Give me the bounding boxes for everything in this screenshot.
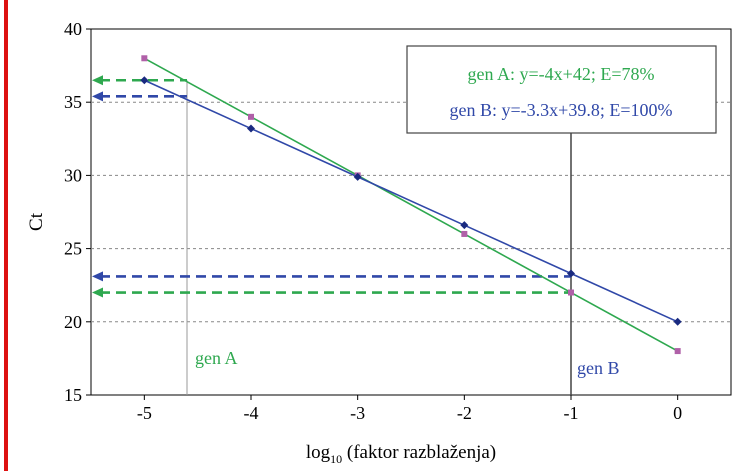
legend-entry-gen-a: gen A: y=-4x+42; E=78% (468, 64, 655, 84)
legend-entry-gen-b: gen B: y=-3.3x+39.8; E=100% (450, 100, 673, 120)
x-axis-title-base: log (306, 442, 331, 463)
y-tick-label: 15 (64, 385, 82, 405)
arrow-head (92, 91, 103, 102)
data-point-gen-b (567, 269, 575, 278)
x-tick-label: -1 (564, 403, 579, 423)
data-point-gen-b (673, 317, 682, 326)
x-axis-title: log10 (faktor razblaženja) (306, 442, 496, 466)
data-point-gen-b (460, 221, 469, 230)
x-tick-label: -5 (137, 403, 152, 423)
x-tick-label: -2 (457, 403, 472, 423)
data-point-gen-b (353, 172, 362, 181)
arrow-head (92, 287, 103, 298)
x-axis-title-subscript: 10 (330, 452, 342, 466)
data-point-gen-a (141, 55, 148, 62)
x-tick-label: 0 (673, 403, 682, 423)
data-point-gen-b (247, 124, 255, 133)
y-tick-label: 25 (64, 239, 82, 259)
legend-box (406, 45, 717, 134)
data-point-gen-a (568, 289, 574, 296)
guide-lines (92, 75, 572, 395)
series-line-gen-a (143, 57, 679, 352)
arrow-head (92, 75, 103, 86)
y-axis-title: Ct (26, 212, 47, 231)
annotation-gen-a: gen A (195, 348, 238, 368)
data-point-gen-b (140, 76, 149, 85)
y-tick-label: 20 (64, 312, 82, 332)
y-tick-label: 30 (64, 165, 82, 185)
x-axis-title-rest: (faktor razblaženja) (342, 442, 496, 463)
data-point-gen-a (674, 348, 681, 355)
data-point-gen-a (461, 230, 468, 237)
legend: gen A: y=-4x+42; E=78% gen B: y=-3.3x+39… (406, 45, 717, 134)
y-tick-label: 35 (64, 92, 82, 112)
x-tick-label: -4 (244, 403, 259, 423)
data-point-gen-a (248, 113, 254, 120)
x-tick-label: -3 (350, 403, 365, 423)
y-tick-label: 40 (64, 19, 82, 39)
annotation-gen-b: gen B (577, 358, 620, 378)
series-line-gen-b (144, 79, 678, 323)
x-axis: -5 -4 -3 -2 -1 0 (137, 395, 682, 423)
y-axis: 15 20 25 30 35 40 (64, 19, 91, 405)
arrow-head (92, 271, 103, 282)
left-accent-bar (4, 0, 8, 471)
series-layer (140, 55, 682, 355)
